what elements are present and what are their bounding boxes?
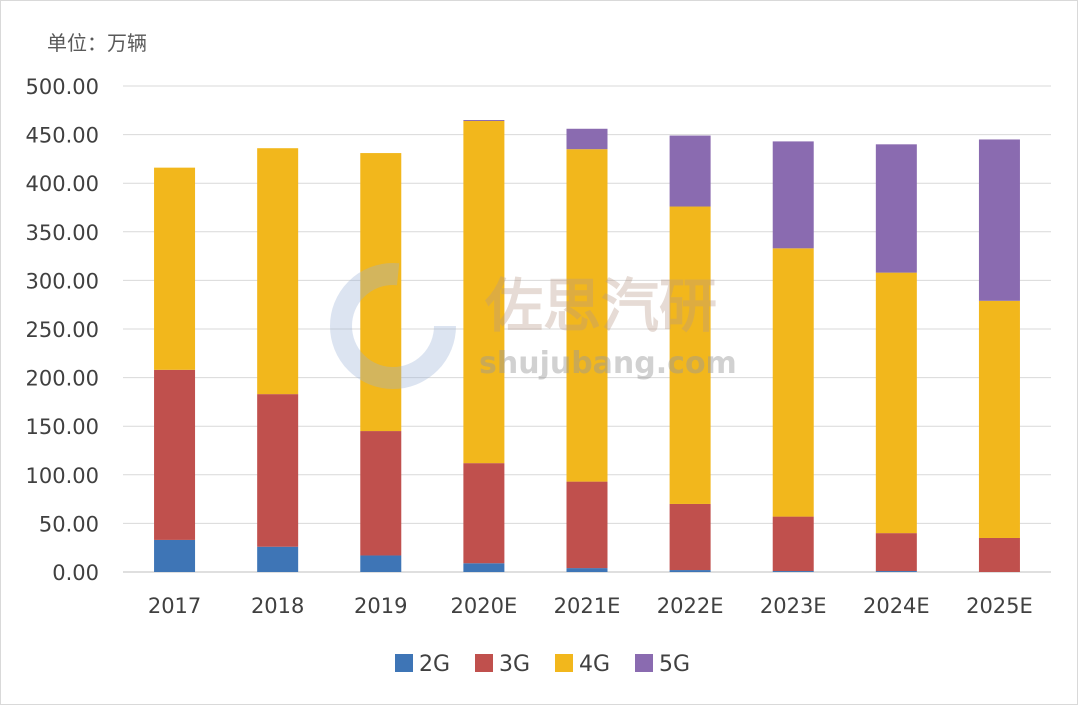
bar-segment-2g (772, 571, 814, 572)
legend-label-5g: 5G (659, 652, 690, 677)
legend-swatch-5g (635, 654, 653, 672)
bar-segment-5g (669, 135, 711, 207)
legend-label-3g: 3G (499, 652, 530, 677)
y-tick-label: 350.00 (26, 221, 99, 245)
bar-segment-4g (978, 300, 1020, 538)
y-tick-label: 50.00 (39, 512, 99, 536)
x-tick-label: 2020E (451, 594, 518, 618)
y-tick-label: 200.00 (26, 367, 99, 391)
y-tick-label: 150.00 (26, 415, 99, 439)
bar-segment-3g (463, 463, 505, 564)
bar-segment-3g (360, 431, 402, 556)
bar-segment-3g (566, 481, 608, 569)
bar-segment-2g (669, 570, 711, 572)
bar-segment-4g (669, 206, 711, 504)
bars (154, 120, 1020, 572)
x-tick-label: 2017 (148, 594, 201, 618)
bar-segment-3g (257, 394, 299, 547)
bar-segment-4g (875, 272, 917, 534)
watermark: 佐思汽研 shujubang.com (330, 263, 737, 389)
bar-segment-2g (154, 539, 196, 572)
legend-label-2g: 2G (419, 652, 450, 677)
bar-segment-4g (360, 153, 402, 432)
bar-segment-2g (463, 563, 505, 572)
x-axis-ticks: 2017 2018 2019 2020E 2021E 2022E 2023E 2024E 202… (148, 594, 1033, 618)
x-tick-label: 2022E (657, 594, 724, 618)
bar-segment-4g (154, 167, 196, 370)
bar-segment-3g (669, 503, 711, 571)
x-tick-label: 2023E (760, 594, 827, 618)
y-axis-ticks: 0.00 50.00 100.00 150.00 200.00 250.00 300.00 3… (26, 75, 99, 585)
x-tick-label: 2024E (863, 594, 930, 618)
y-tick-label: 250.00 (26, 318, 99, 342)
bar-segment-2g (566, 568, 608, 572)
bar-segment-5g (875, 144, 917, 273)
legend: 2G 3G 4G 5G (395, 652, 690, 677)
bar-segment-5g (978, 139, 1020, 301)
bar-segment-2g (875, 571, 917, 572)
bar-segment-4g (772, 248, 814, 517)
bar-segment-4g (566, 149, 608, 482)
bar-segment-3g (875, 533, 917, 572)
x-tick-label: 2025E (966, 594, 1033, 618)
y-tick-label: 500.00 (26, 75, 99, 99)
y-tick-label: 300.00 (26, 269, 99, 293)
x-tick-label: 2019 (354, 594, 407, 618)
x-tick-label: 2018 (251, 594, 304, 618)
legend-swatch-4g (555, 654, 573, 672)
bar-segment-2g (360, 555, 402, 572)
legend-swatch-2g (395, 654, 413, 672)
watermark-logo-icon (330, 263, 456, 389)
x-tick-label: 2021E (554, 594, 621, 618)
y-tick-label: 400.00 (26, 172, 99, 196)
bar-segment-3g (154, 369, 196, 540)
legend-swatch-3g (475, 654, 493, 672)
legend-label-4g: 4G (579, 652, 610, 677)
watermark-brand: 佐思汽研 (484, 272, 717, 340)
bar-segment-4g (257, 148, 299, 395)
bar-segment-2g (257, 546, 299, 572)
bar-segment-5g (772, 141, 814, 249)
unit-label: 单位：万辆 (47, 31, 147, 55)
bar-segment-5g (566, 128, 608, 150)
bar-segment-4g (463, 120, 505, 464)
bar-segment-3g (978, 537, 1020, 572)
y-tick-label: 100.00 (26, 464, 99, 488)
watermark-site: shujubang.com (479, 346, 737, 381)
bar-segment-3g (772, 516, 814, 572)
y-tick-label: 0.00 (52, 561, 99, 585)
y-tick-label: 450.00 (26, 124, 99, 148)
bar-segment-5g (463, 120, 505, 121)
